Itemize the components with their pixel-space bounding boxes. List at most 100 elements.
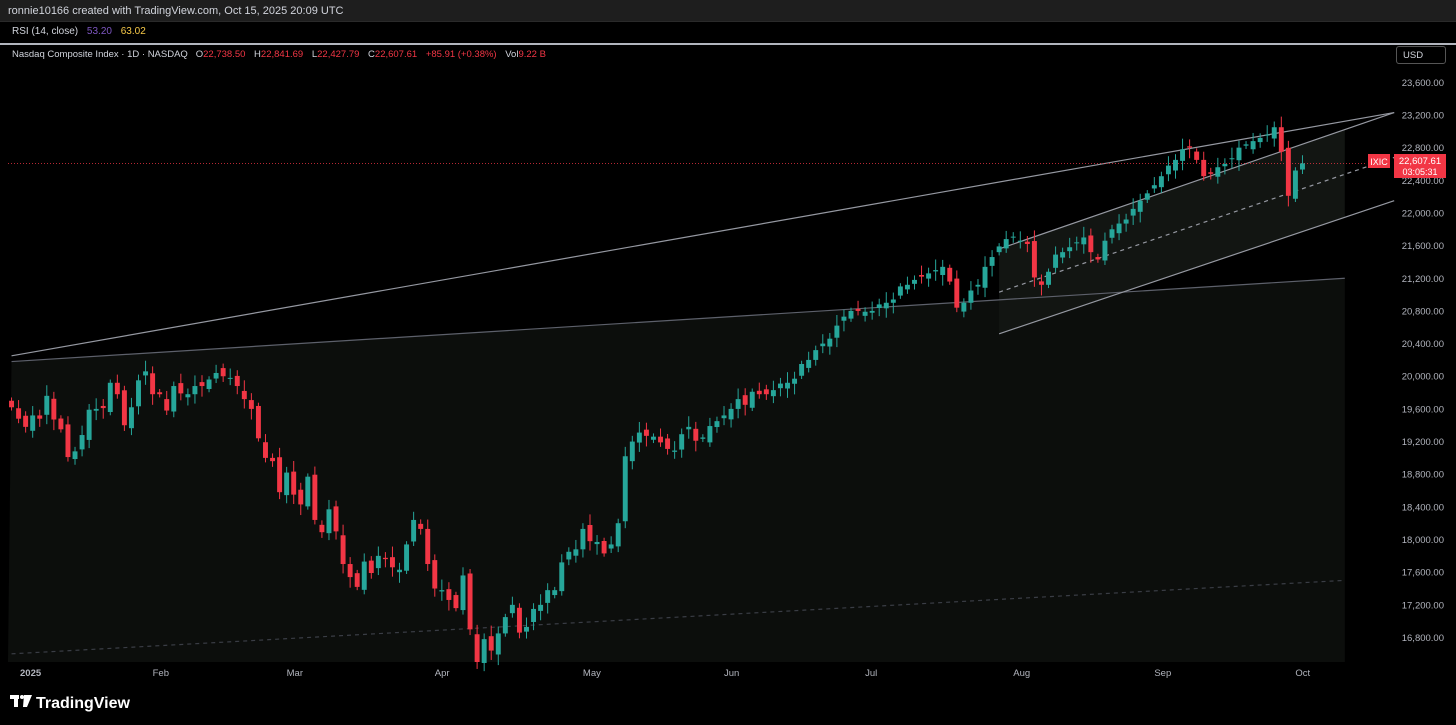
candle-body [1151,185,1157,189]
candle-body [1173,159,1178,171]
candle-body [1067,247,1073,252]
time-axis-label: Jun [724,668,739,679]
rsi-value-2: 63.02 [120,26,146,37]
candle-body [1201,159,1207,177]
candle-body [658,436,663,443]
candle-body [883,302,889,309]
low-label: L [311,49,318,60]
candle-body [333,506,339,532]
low-value: 22,427.79 [317,49,360,60]
time-axis-label: Feb [153,668,169,679]
symbol-title[interactable]: Nasdaq Composite Index · 1D · NASDAQ [12,49,188,60]
candle-body [940,266,946,276]
candle-body [552,590,558,596]
tradingview-logo[interactable]: TradingView [10,694,130,713]
trendline-3[interactable] [998,111,1395,250]
candle-body [1144,193,1150,200]
candle-body [1046,271,1051,285]
candle-body [947,267,953,282]
trendlines[interactable] [11,111,1395,655]
candle-body [1187,146,1193,148]
candle-body [114,382,120,395]
candle-body [1222,163,1228,167]
candle-body [397,569,402,573]
tradingview-mark-icon [10,694,32,713]
price-tag-bg [1394,154,1446,178]
price-axis-label: 22,000.00 [1402,208,1444,219]
candle-body [1060,252,1066,258]
candle-body [178,383,184,394]
candle-body [79,435,85,450]
candle-body [933,270,939,272]
candle-body [1010,236,1016,238]
candle-body [735,399,741,409]
price-axis-label: 18,400.00 [1402,502,1444,513]
trendline-0[interactable] [11,111,1395,357]
price-axis-label: 19,600.00 [1402,404,1444,415]
candle-body [502,617,508,634]
pane-separator[interactable] [0,43,1456,45]
open-label: O [195,49,204,60]
candle-body [248,400,254,409]
candle-body [58,418,64,430]
trendline-2[interactable] [11,579,1345,655]
candle-body [270,457,276,462]
candle-body [298,489,304,505]
candle-body [1278,127,1284,152]
candle-body [728,408,734,420]
candle-body [919,275,925,277]
candle-body [418,523,424,529]
candle-body [241,390,247,400]
candle-body [524,626,529,632]
candle-body [107,382,113,413]
candle-body [700,437,706,439]
candle-body [432,560,438,589]
time-axis-label: Sep [1154,668,1171,679]
volume-value: 9.22 B [518,49,546,60]
candle-body [848,310,854,319]
candle-body [834,325,840,338]
currency-button[interactable]: USD [1396,46,1446,64]
close-value: 22,607.61 [374,49,418,60]
candle-body [806,359,812,368]
candle-body [220,368,226,377]
trendline-4[interactable] [998,200,1395,335]
candle-body [23,415,29,427]
candle-body [1137,200,1143,212]
price-axis-label: 20,400.00 [1402,339,1444,350]
price-axis-label: 18,000.00 [1402,535,1444,546]
trendline-5[interactable] [998,156,1395,293]
rsi-label: RSI (14, close) [12,26,79,37]
candle-body [742,395,748,405]
candle-body [199,382,205,387]
candle-body [340,535,346,565]
candle-body [30,415,36,431]
candle-body [467,573,473,630]
candle-body [1250,141,1256,150]
candle-body [1081,237,1087,245]
candle-body [1243,144,1249,146]
candles [9,116,1305,672]
candle-body [890,299,896,303]
candle-body [234,375,240,387]
time-axis[interactable]: 2025 Feb Mar Apr May Jun Jul Aug Sep Oct [20,668,1311,679]
price-axis-label: 23,600.00 [1402,78,1444,89]
candle-body [961,302,967,312]
price-chart[interactable]: 23,600.00 23,200.00 22,800.00 22,400.00 22,0… [0,0,1456,684]
high-value: 22,841.69 [260,49,304,60]
candle-body [693,428,699,441]
candle-body [284,472,290,496]
candle-body [531,608,537,622]
candle-body [1165,165,1171,175]
candle-body [312,474,318,520]
upper-channel-shade [999,129,1345,334]
price-axis-label: 16,800.00 [1402,633,1444,644]
candle-body [1088,235,1094,253]
price-axis-label: 18,800.00 [1402,470,1444,481]
candle-body [573,549,579,556]
candle-body [636,432,642,443]
candle-body [192,386,198,395]
price-axis[interactable]: 23,600.00 23,200.00 22,800.00 22,400.00 22,0… [1402,78,1444,644]
candle-body [827,338,833,347]
candle-body [206,379,212,389]
